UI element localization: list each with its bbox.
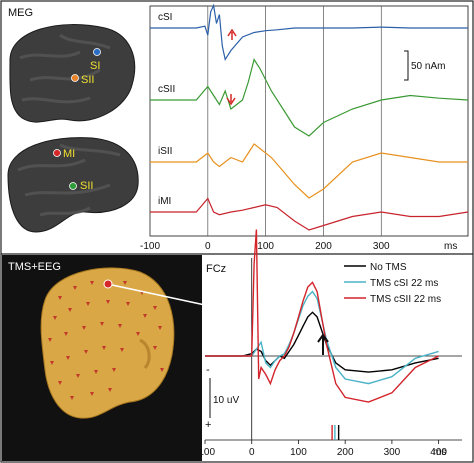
legend-entry: No TMS [370,262,407,273]
eeg-xtick-label: 300 [384,447,401,458]
meg-scale-bar [404,50,409,81]
electrode [66,356,70,360]
sii-bottom-marker [69,182,77,190]
meg-arrow-csii [226,94,236,106]
meg-traces [150,3,469,231]
fcz-electrode [103,279,113,289]
electrode [82,326,86,330]
electrode [86,302,90,306]
electrode [50,361,54,365]
electrode [70,396,74,400]
meg-xtick-label: -100 [140,241,160,252]
tms-label: TMS+EEG [8,261,61,273]
meg-xtick-label: 200 [315,241,332,252]
eeg-xtick-label: 100 [290,447,307,458]
si-marker [93,48,101,56]
electrode [94,370,98,374]
eeg-legend: No TMS TMS cSI 22 ms TMS cSII 22 ms [344,262,441,305]
meg-xtick-label: 300 [373,241,390,252]
electrode [106,300,110,304]
electrode [64,332,68,336]
meg-unit-label: ms [444,241,457,252]
electrode [73,286,77,290]
electrode [112,368,116,372]
meg-series-label: cSII [158,84,175,95]
meg-xtick-label: 0 [205,241,211,252]
electrode [90,281,94,285]
electrode [102,346,106,350]
electrode [53,316,57,320]
meg-gridlines [149,6,382,236]
meg-tick-labels: -100 0 100 200 300 [140,241,390,252]
electrode [68,308,72,312]
eeg-scale-label: 10 uV [213,395,239,406]
electrode [100,322,104,326]
legend-entry: TMS cSII 22 ms [370,294,441,305]
eeg-tick-labels: -100 0 100 200 300 400 [195,440,447,458]
electrode [48,338,52,342]
meg-plot: cSI cSII iSII iMI -100 0 100 200 300 ms 50 nAm [140,3,469,252]
electrode [143,314,147,318]
eeg-trace [205,229,439,403]
eeg-latency-markers [331,425,340,440]
electrode [118,324,122,328]
polarity-negative: - [206,364,210,376]
eeg-trace [205,311,439,373]
eeg-xtick-label: 400 [430,447,447,458]
head-model [40,267,175,419]
electrode [58,296,62,300]
electrode [153,346,157,350]
tms-head-panel: TMS+EEG [2,255,206,461]
legend-entry: TMS cSI 22 ms [370,278,438,289]
electrode [153,306,157,310]
region-mi-label: MI [63,148,75,160]
sii-top-marker [71,74,79,82]
region-si-label: SI [90,60,100,72]
brain-top: SI SII [9,24,136,123]
meg-arrow-csi [227,28,237,40]
electrode [160,368,164,372]
meg-label: MEG [8,7,33,19]
electrode [126,302,130,306]
fcz-pointer-line [111,284,206,306]
electrode [158,326,162,330]
meg-trace-iMI [150,197,469,231]
meg-trace-iSII [150,143,468,199]
electrode [120,348,124,352]
polarity-positive: + [205,419,211,431]
brain-bottom: MI SII [7,137,139,233]
meg-series-label: cSI [158,12,172,23]
meg-plot-box [149,5,469,237]
eeg-xtick-label: -100 [195,447,215,458]
meg-trace-cSI [150,3,468,62]
electrode [90,392,94,396]
region-sii-top-label: SII [81,74,94,86]
eeg-traces [205,229,439,403]
eeg-xtick-label: 200 [337,447,354,458]
electrode-array [48,281,164,400]
meg-xtick-label: 100 [257,241,274,252]
electrode [58,381,62,385]
mi-marker [53,149,61,157]
meg-series-labels: cSI cSII iSII iMI [158,12,175,207]
eeg-unit-label: ms [433,447,446,458]
electrode [84,350,88,354]
electrode [136,332,140,336]
meg-series-label: iMI [158,196,171,207]
region-sii-bottom-label: SII [80,180,93,192]
eeg-xtick-label: 0 [249,447,255,458]
electrode [76,374,80,378]
channel-label: FCz [206,263,226,275]
electrode [108,388,112,392]
meg-series-label: iSII [158,146,172,157]
electrode [123,281,127,285]
head-ear [139,338,151,369]
meg-scale-label: 50 nAm [411,61,445,72]
meg-trace-cSII [150,58,469,137]
eeg-peak-arrow [317,333,329,355]
